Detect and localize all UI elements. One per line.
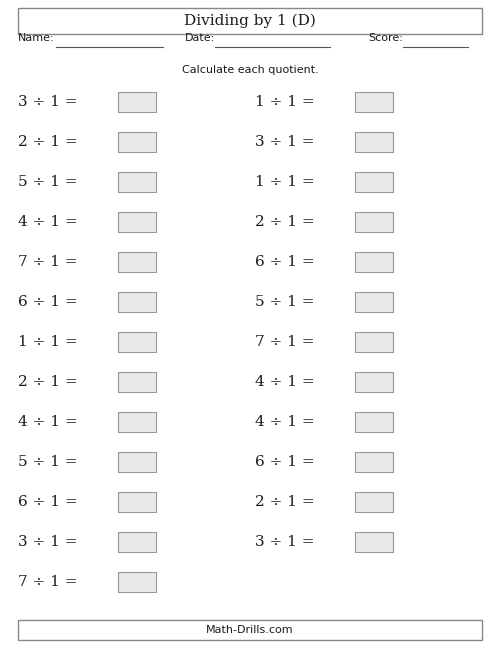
Bar — [118, 292, 156, 312]
Bar — [355, 132, 393, 152]
Bar — [118, 172, 156, 192]
Text: 3 ÷ 1 =: 3 ÷ 1 = — [255, 535, 314, 549]
Text: 4 ÷ 1 =: 4 ÷ 1 = — [18, 415, 78, 429]
Bar — [355, 372, 393, 392]
Text: 3 ÷ 1 =: 3 ÷ 1 = — [18, 535, 78, 549]
Text: 4 ÷ 1 =: 4 ÷ 1 = — [255, 415, 314, 429]
Bar — [355, 172, 393, 192]
Bar — [118, 372, 156, 392]
Text: 5 ÷ 1 =: 5 ÷ 1 = — [255, 295, 314, 309]
Text: Date:: Date: — [185, 33, 215, 43]
Bar — [118, 252, 156, 272]
Text: 1 ÷ 1 =: 1 ÷ 1 = — [255, 95, 314, 109]
Bar — [355, 292, 393, 312]
Text: 6 ÷ 1 =: 6 ÷ 1 = — [255, 455, 314, 469]
Text: Dividing by 1 (D): Dividing by 1 (D) — [184, 14, 316, 28]
Text: 6 ÷ 1 =: 6 ÷ 1 = — [255, 255, 314, 269]
Bar — [355, 532, 393, 552]
Bar — [355, 332, 393, 352]
Text: 2 ÷ 1 =: 2 ÷ 1 = — [255, 215, 314, 229]
Text: 1 ÷ 1 =: 1 ÷ 1 = — [18, 335, 78, 349]
Bar — [18, 620, 482, 640]
Bar — [118, 92, 156, 112]
Bar — [355, 92, 393, 112]
Bar — [118, 332, 156, 352]
Text: Score:: Score: — [368, 33, 403, 43]
Text: 5 ÷ 1 =: 5 ÷ 1 = — [18, 175, 78, 189]
Text: 7 ÷ 1 =: 7 ÷ 1 = — [255, 335, 314, 349]
Text: 2 ÷ 1 =: 2 ÷ 1 = — [18, 375, 78, 389]
Bar — [355, 252, 393, 272]
Bar — [118, 212, 156, 232]
Bar — [355, 492, 393, 512]
Text: 1 ÷ 1 =: 1 ÷ 1 = — [255, 175, 314, 189]
Text: Math-Drills.com: Math-Drills.com — [206, 625, 294, 635]
Bar — [355, 452, 393, 472]
Text: 2 ÷ 1 =: 2 ÷ 1 = — [255, 495, 314, 509]
Text: 5 ÷ 1 =: 5 ÷ 1 = — [18, 455, 78, 469]
Bar — [118, 452, 156, 472]
Text: 3 ÷ 1 =: 3 ÷ 1 = — [18, 95, 78, 109]
Bar — [118, 532, 156, 552]
Text: 2 ÷ 1 =: 2 ÷ 1 = — [18, 135, 78, 149]
Text: 7 ÷ 1 =: 7 ÷ 1 = — [18, 575, 78, 589]
Text: 4 ÷ 1 =: 4 ÷ 1 = — [18, 215, 78, 229]
Bar — [355, 212, 393, 232]
Bar — [18, 8, 482, 34]
Bar — [118, 492, 156, 512]
Text: 7 ÷ 1 =: 7 ÷ 1 = — [18, 255, 78, 269]
Text: Name:: Name: — [18, 33, 55, 43]
Text: Calculate each quotient.: Calculate each quotient. — [182, 65, 318, 75]
Text: 6 ÷ 1 =: 6 ÷ 1 = — [18, 495, 78, 509]
Text: 4 ÷ 1 =: 4 ÷ 1 = — [255, 375, 314, 389]
Text: 3 ÷ 1 =: 3 ÷ 1 = — [255, 135, 314, 149]
Bar — [118, 572, 156, 592]
Text: 6 ÷ 1 =: 6 ÷ 1 = — [18, 295, 78, 309]
Bar — [118, 412, 156, 432]
Bar — [355, 412, 393, 432]
Bar — [118, 132, 156, 152]
